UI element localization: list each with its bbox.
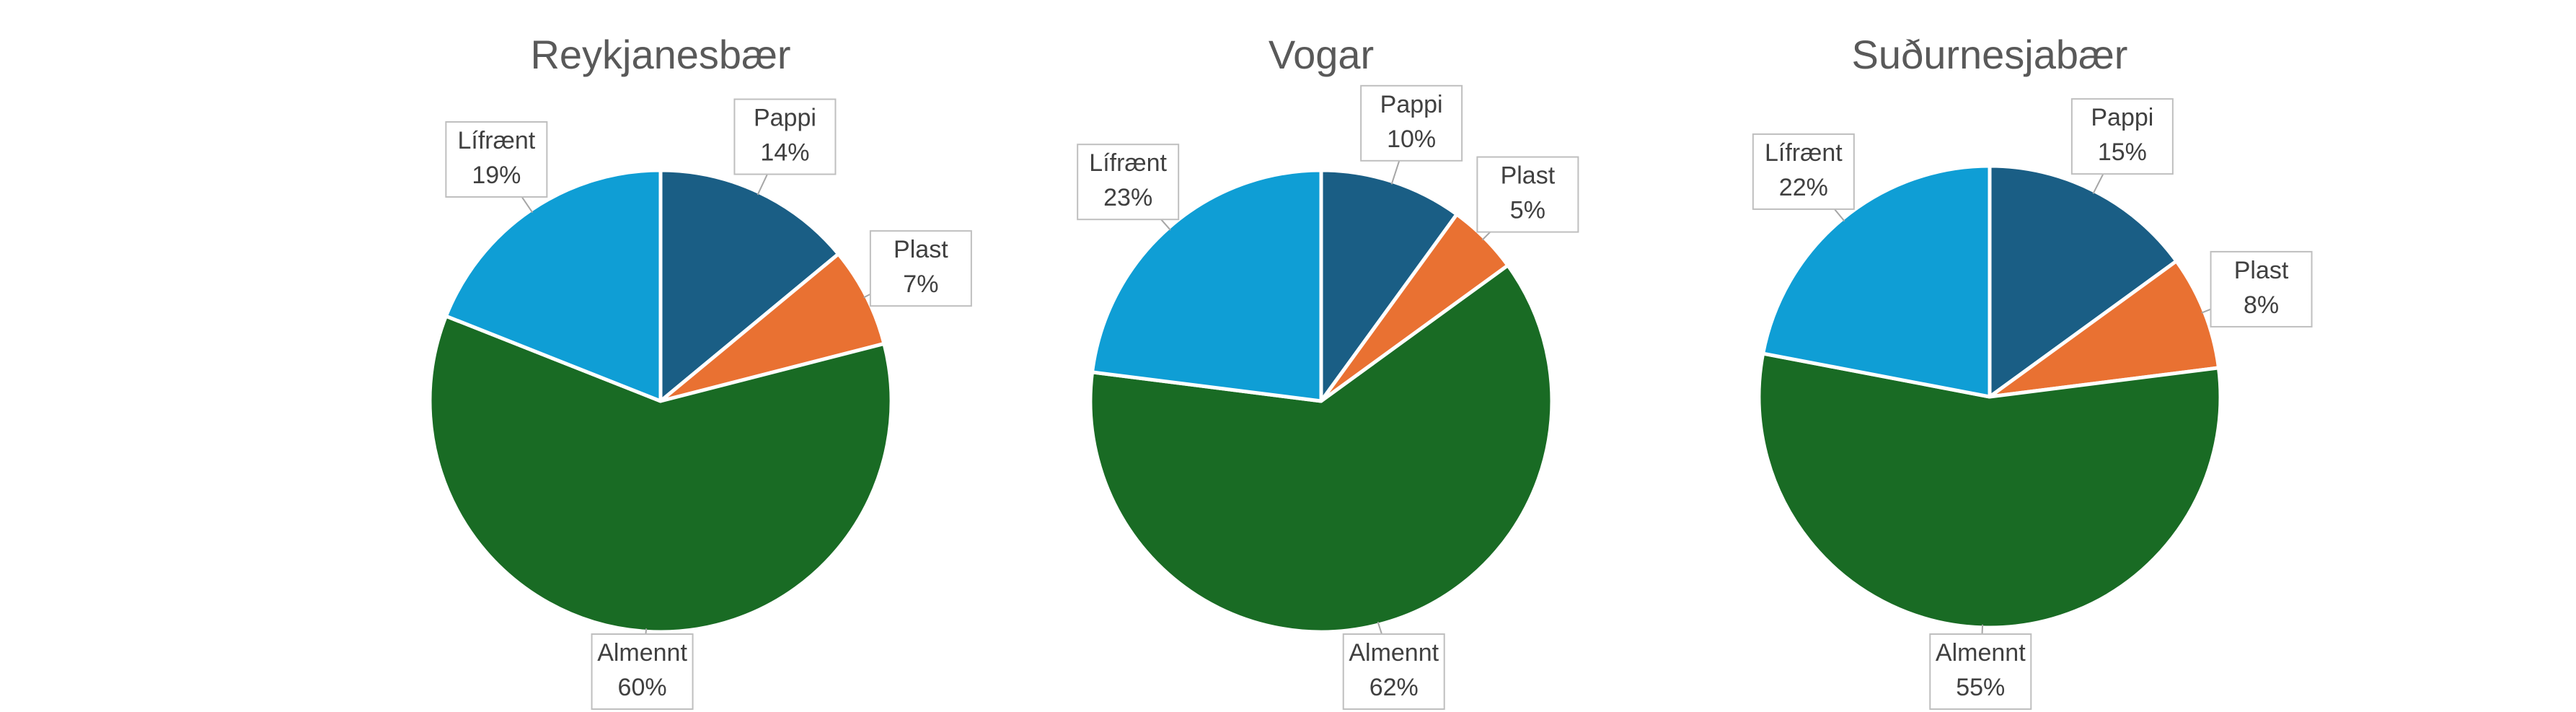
value-label: 7% — [903, 271, 938, 298]
category-label: Lífrænt — [457, 127, 535, 154]
value-label: 23% — [1103, 184, 1152, 211]
label-box — [1752, 133, 1855, 210]
label-box — [1077, 144, 1180, 221]
label-box — [869, 230, 972, 307]
category-label: Pappi — [1380, 91, 1443, 118]
category-label: Almennt — [1349, 639, 1439, 667]
label-box — [1360, 84, 1463, 162]
label-box — [733, 98, 837, 175]
value-label: 8% — [2244, 291, 2279, 319]
category-label: Pappi — [2091, 104, 2153, 131]
category-label: Almennt — [1936, 639, 2026, 667]
label-box — [1476, 156, 1579, 233]
category-label: Pappi — [754, 105, 816, 132]
value-label: 60% — [618, 674, 667, 701]
chart-title: Vogar — [1269, 32, 1374, 77]
chart-title: Reykjanesbær — [530, 32, 790, 77]
category-label: Plast — [2234, 257, 2289, 284]
chart-title: Suðurnesjabær — [1852, 32, 2128, 77]
category-label: Plast — [1501, 162, 1556, 190]
label-box — [445, 121, 548, 198]
category-label: Lífrænt — [1765, 139, 1843, 167]
label-box — [2070, 98, 2174, 175]
value-label: 10% — [1387, 126, 1436, 153]
label-box — [2210, 250, 2313, 328]
value-label: 22% — [1779, 174, 1828, 201]
value-label: 14% — [760, 139, 809, 167]
value-label: 5% — [1510, 197, 1545, 224]
value-label: 62% — [1369, 674, 1419, 701]
value-label: 15% — [2098, 139, 2147, 166]
category-label: Plast — [894, 236, 948, 263]
category-label: Lífrænt — [1089, 149, 1167, 177]
category-label: Almennt — [597, 639, 687, 667]
pie-chart: Reykjanesbær Pappi 14% Plast 7% Almennt 60% Líf… — [428, 32, 972, 710]
label-box — [1929, 633, 2032, 710]
label-box — [591, 633, 694, 710]
label-box — [1342, 633, 1445, 710]
value-label: 55% — [1956, 674, 2005, 701]
value-label: 19% — [472, 162, 521, 189]
pie-chart: Suðurnesjabær Pappi 15% Plast 8% Almennt 55% Lí… — [1752, 32, 2313, 710]
